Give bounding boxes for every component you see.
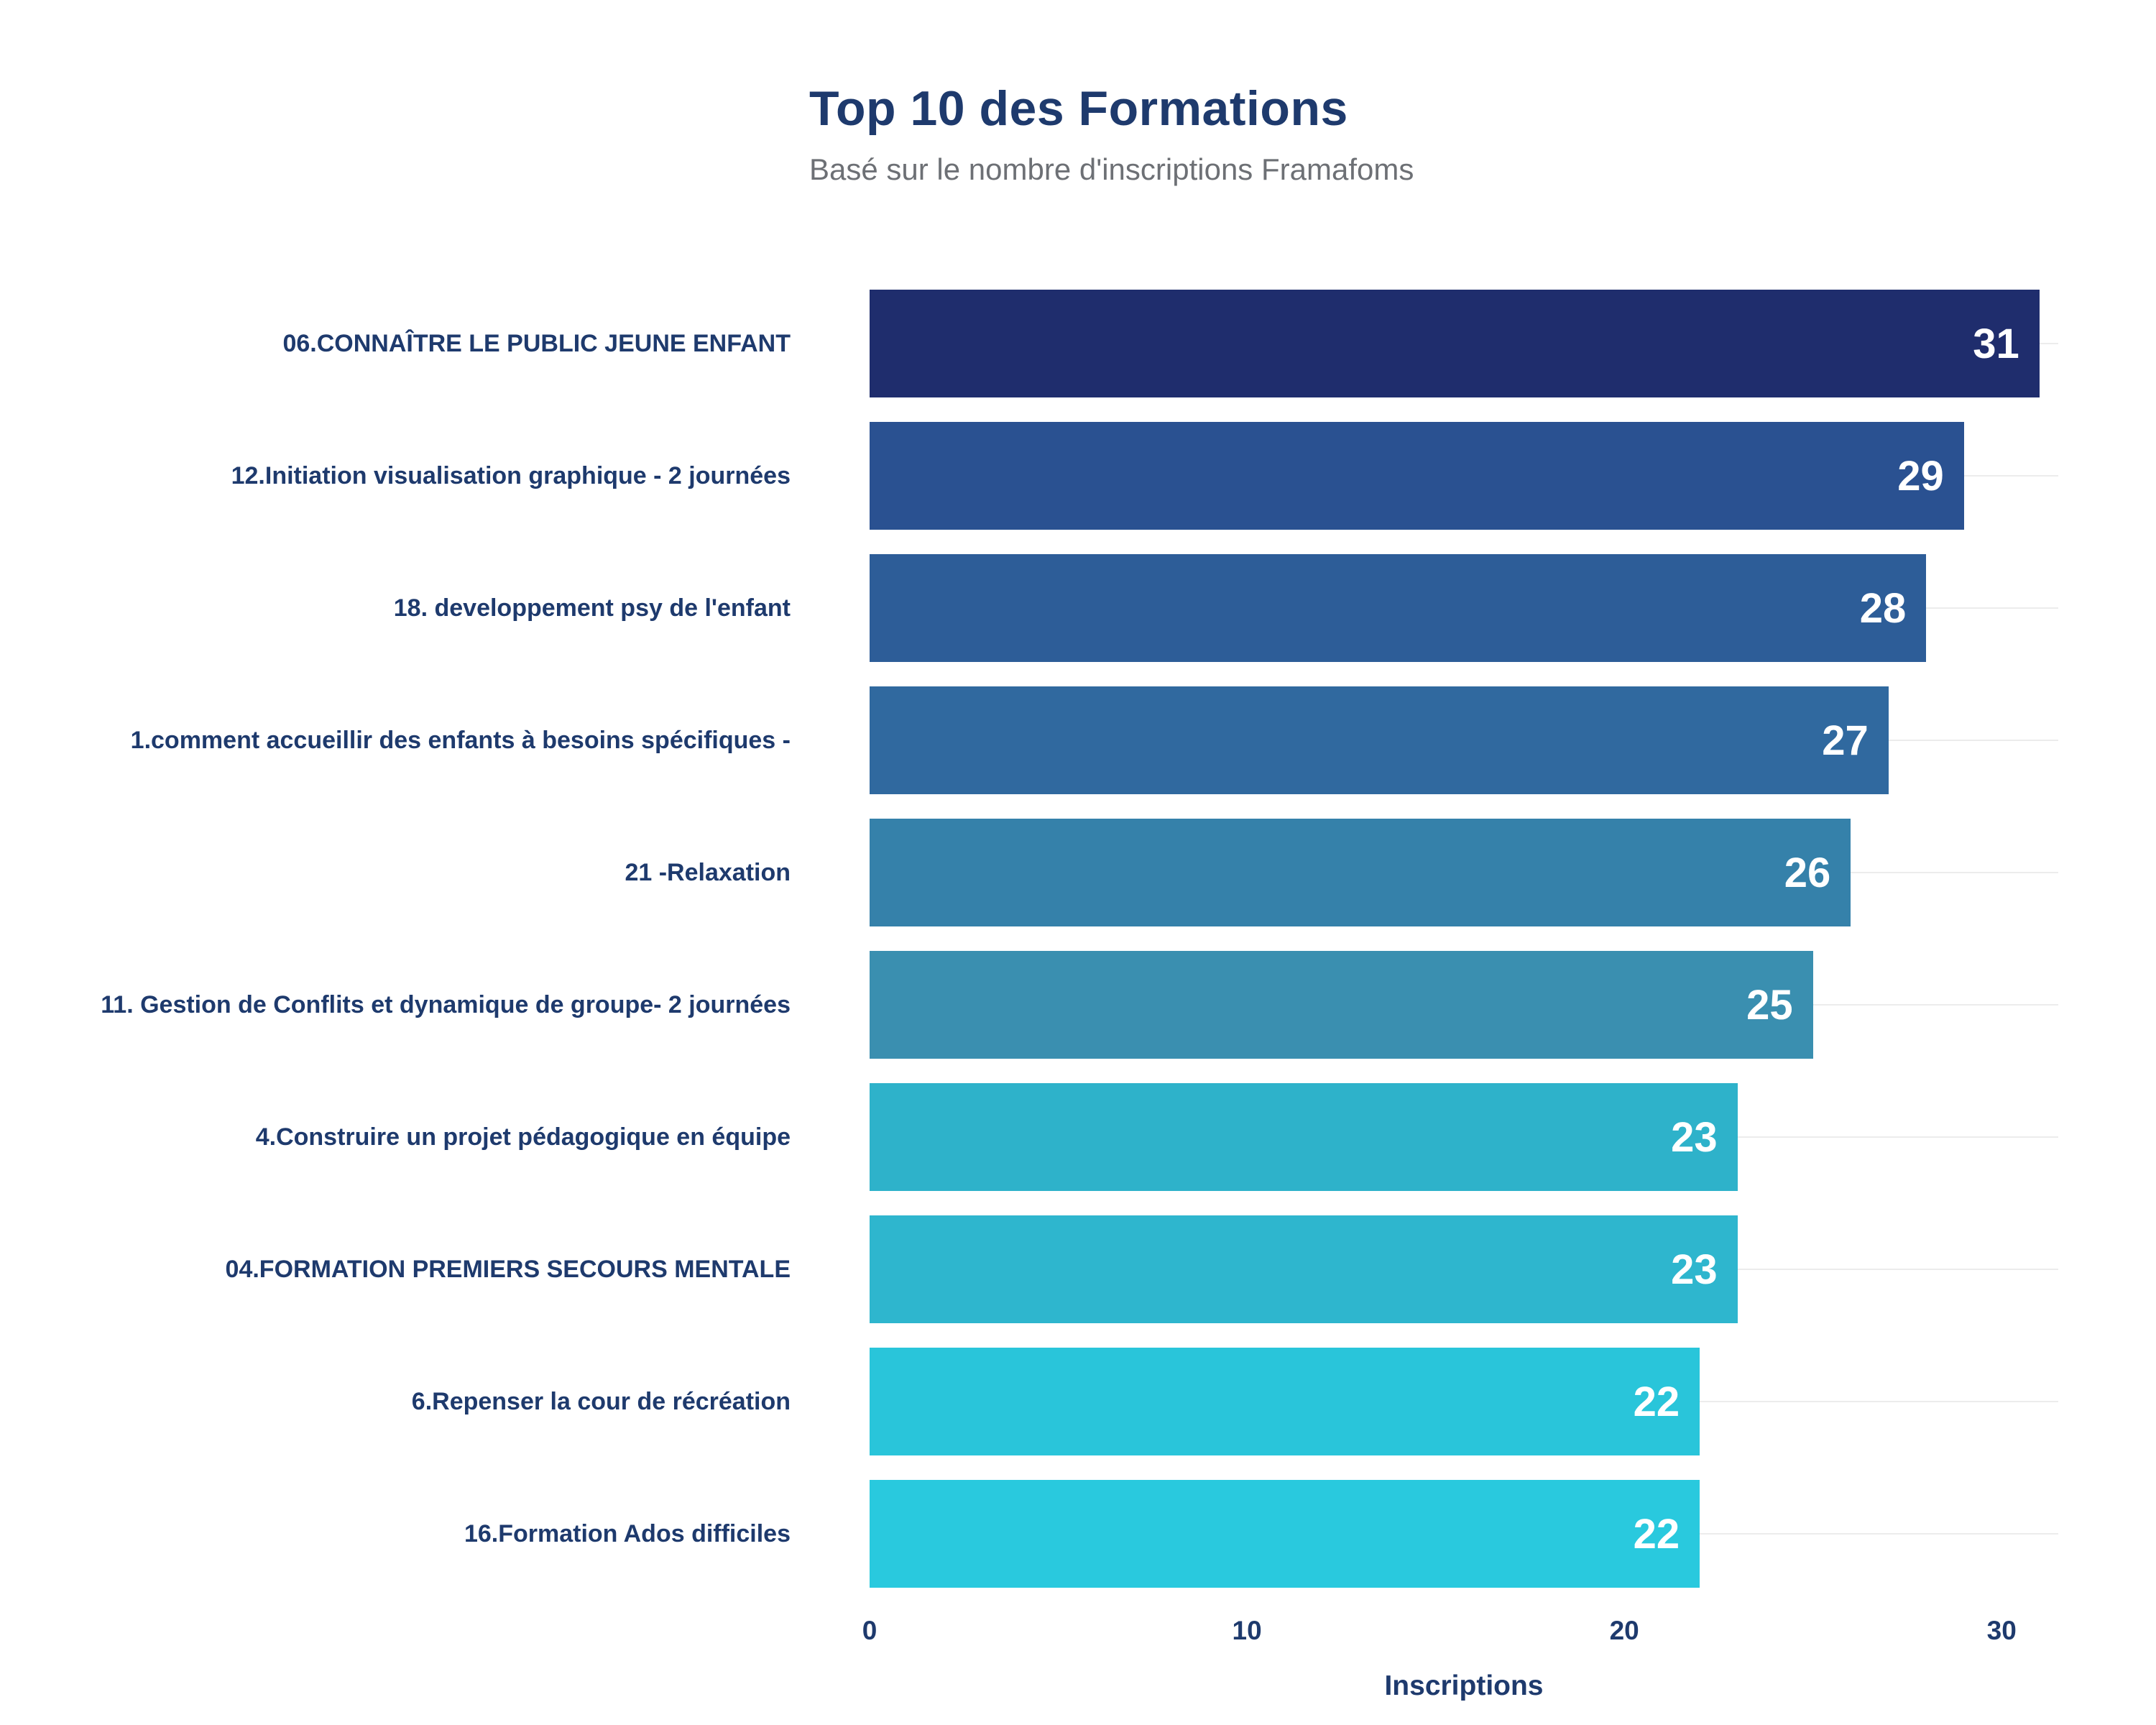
category-label: 21 -Relaxation: [625, 858, 791, 886]
bar-row: 4.Construire un projet pédagogique en éq…: [0, 1071, 2156, 1203]
x-tick-label: 10: [1232, 1616, 1262, 1645]
bar: 31: [870, 290, 2040, 397]
bar-value-label: 27: [1822, 717, 1869, 764]
bar-row: 04.FORMATION PREMIERS SECOURS MENTALE 23: [0, 1203, 2156, 1335]
chart-subtitle: Basé sur le nombre d'inscriptions Framaf…: [809, 152, 1414, 186]
bar-track: 22: [870, 1335, 2058, 1468]
bar-value-label: 29: [1897, 452, 1944, 500]
plot-area: 06.CONNAÎTRE LE PUBLIC JEUNE ENFANT 31 12.…: [0, 277, 2156, 1600]
category-label: 6.Repenser la cour de récréation: [411, 1387, 791, 1415]
bar-row: 06.CONNAÎTRE LE PUBLIC JEUNE ENFANT 31: [0, 277, 2156, 410]
bar-value-label: 23: [1671, 1246, 1718, 1293]
bar-track: 27: [870, 674, 2058, 806]
x-axis-label: Inscriptions: [1384, 1670, 1544, 1701]
x-tick-label: 20: [1609, 1616, 1639, 1645]
bar: 26: [870, 819, 1851, 926]
bar-value-label: 22: [1633, 1510, 1680, 1558]
category-label: 4.Construire un projet pédagogique en éq…: [255, 1123, 791, 1151]
bar-row: 16.Formation Ados difficiles 22: [0, 1468, 2156, 1600]
bar: 23: [870, 1215, 1738, 1323]
bar-track: 31: [870, 277, 2058, 410]
bar-row: 21 -Relaxation 26: [0, 806, 2156, 939]
bar: 25: [870, 951, 1813, 1059]
x-tick-label: 30: [1986, 1616, 2017, 1645]
category-label: 11. Gestion de Conflits et dynamique de …: [101, 990, 791, 1018]
category-label: 06.CONNAÎTRE LE PUBLIC JEUNE ENFANT: [282, 329, 791, 357]
bar: 29: [870, 422, 1964, 530]
category-label: 1.comment accueillir des enfants à besoi…: [130, 726, 791, 754]
bar-row: 6.Repenser la cour de récréation 22: [0, 1335, 2156, 1468]
bar-track: 23: [870, 1071, 2058, 1203]
bar: 27: [870, 686, 1889, 794]
bar-track: 25: [870, 939, 2058, 1071]
bar-track: 26: [870, 806, 2058, 939]
bar-row: 18. developpement psy de l'enfant 28: [0, 542, 2156, 674]
x-tick-label: 0: [862, 1616, 877, 1645]
bar-value-label: 25: [1746, 981, 1793, 1029]
x-axis: 0 10 20 30: [862, 1616, 2058, 1666]
bar-row: 1.comment accueillir des enfants à besoi…: [0, 674, 2156, 806]
bar-value-label: 22: [1633, 1378, 1680, 1425]
category-label: 12.Initiation visualisation graphique - …: [231, 461, 791, 489]
bar: 28: [870, 554, 1927, 662]
bar-track: 23: [870, 1203, 2058, 1335]
bar-value-label: 28: [1859, 584, 1907, 632]
bar-track: 28: [870, 542, 2058, 674]
bar: 22: [870, 1348, 1700, 1455]
bar-track: 22: [870, 1468, 2058, 1600]
category-label: 16.Formation Ados difficiles: [464, 1519, 791, 1547]
bar: 23: [870, 1083, 1738, 1191]
bar-track: 29: [870, 410, 2058, 542]
bar-value-label: 31: [1973, 320, 2019, 367]
category-label: 18. developpement psy de l'enfant: [393, 594, 791, 622]
bar-row: 11. Gestion de Conflits et dynamique de …: [0, 939, 2156, 1071]
bar-row: 12.Initiation visualisation graphique - …: [0, 410, 2156, 542]
chart-title: Top 10 des Formations: [809, 81, 1348, 136]
category-label: 04.FORMATION PREMIERS SECOURS MENTALE: [225, 1255, 791, 1283]
bar-value-label: 23: [1671, 1113, 1718, 1161]
bar: 22: [870, 1480, 1700, 1588]
bar-value-label: 26: [1784, 849, 1831, 896]
